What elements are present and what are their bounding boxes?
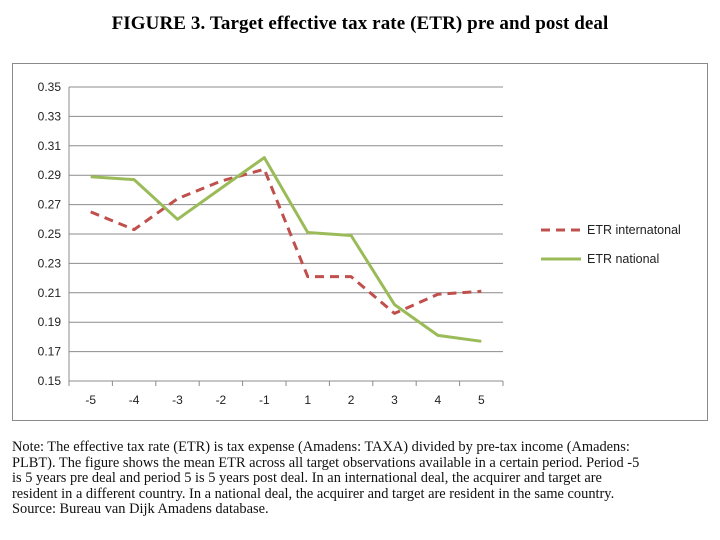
y-tick-label: 0.21 [38, 286, 62, 300]
y-tick-label: 0.27 [38, 198, 62, 212]
note-line: is 5 years pre deal and period 5 is 5 ye… [12, 470, 602, 487]
x-tick-label: 3 [391, 393, 398, 407]
note-line: resident in a different country. In a na… [12, 485, 615, 502]
y-tick-label: 0.19 [38, 315, 62, 329]
y-tick-label: 0.17 [38, 345, 62, 359]
note-line: Note: The effective tax rate (ETR) is ta… [12, 439, 630, 455]
x-tick-label: -1 [259, 393, 270, 407]
y-tick-label: 0.31 [38, 139, 62, 153]
legend-label: ETR internatonal [587, 223, 681, 237]
line-chart: 0.15 0.17 0.19 0.21 0.23 0.25 0.27 0.29 0.31 0.33… [38, 80, 681, 407]
x-tick-label: -4 [129, 393, 140, 407]
x-tick-label: 4 [435, 393, 442, 407]
x-tick-label: 1 [304, 393, 311, 407]
y-tick-label: 0.25 [38, 227, 62, 241]
x-tick-label: 5 [478, 393, 485, 407]
x-tick-label: 2 [348, 393, 355, 407]
y-tick-label: 0.35 [38, 80, 62, 94]
series-line [90, 156, 482, 343]
note-line: Source: Bureau van Dijk Amadens database… [12, 501, 269, 518]
x-tick-label: -5 [85, 393, 96, 407]
y-tick-label: 0.15 [38, 374, 62, 388]
chart-area: 0.15 0.17 0.19 0.21 0.23 0.25 0.27 0.29 0.31 0.33… [12, 63, 708, 421]
y-tick-label: 0.29 [38, 168, 62, 182]
x-tick-label: -2 [216, 393, 227, 407]
series-line [90, 167, 482, 315]
figure-note: Note: The effective tax rate (ETR) is ta… [12, 439, 712, 518]
y-tick-label: 0.23 [38, 256, 62, 270]
y-tick-label: 0.33 [38, 109, 62, 123]
legend-label: ETR national [587, 252, 659, 266]
x-tick-label: -3 [172, 393, 183, 407]
note-line: PLBT). The figure shows the mean ETR acr… [12, 454, 640, 471]
figure-title: FIGURE 3. Target effective tax rate (ETR… [111, 13, 609, 34]
